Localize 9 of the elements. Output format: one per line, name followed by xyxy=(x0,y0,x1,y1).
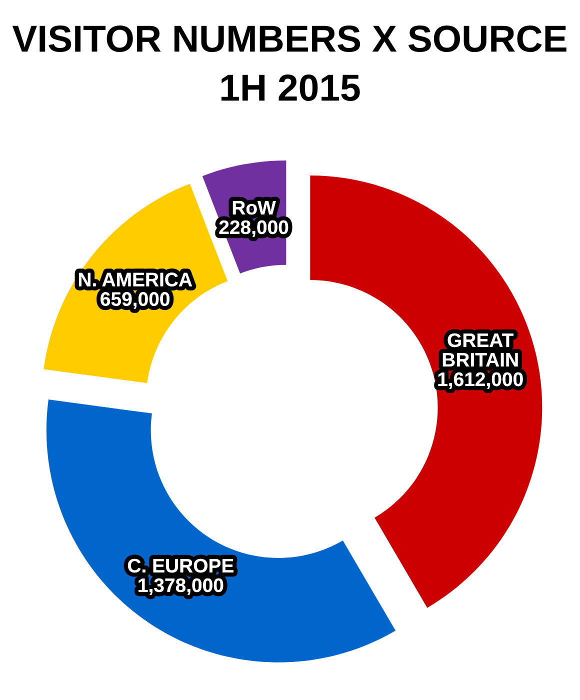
slice-label: N. AMERICA xyxy=(78,272,192,286)
slice-label: RoW xyxy=(232,201,276,215)
data-label: 659,000 xyxy=(100,292,170,309)
slice-label: C. EUROPE xyxy=(128,558,234,573)
data-label: 1,612,000 xyxy=(438,372,523,390)
chart-title: VISITOR NUMBERS X SOURCE xyxy=(12,25,566,52)
chart-subtitle: 1H 2015 xyxy=(221,74,360,102)
data-label: 1,378,000 xyxy=(138,578,224,595)
slice-label: GREAT BRITAIN xyxy=(442,333,518,366)
